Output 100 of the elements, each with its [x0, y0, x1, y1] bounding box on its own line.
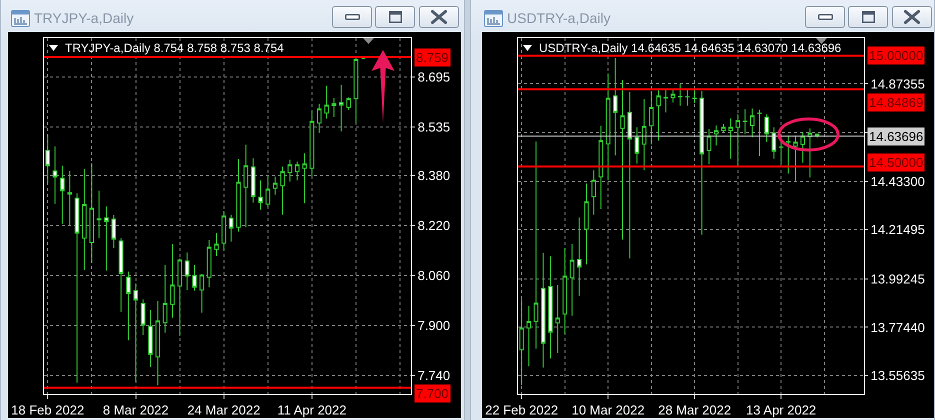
candlestick: [52, 146, 58, 204]
candlestick: [280, 166, 285, 216]
candlestick: [656, 90, 661, 142]
candlestick: [250, 158, 256, 204]
chart-subtitle: USDTRY-a,Daily 14.64635 14.64635 14.63070 14.63696: [539, 41, 842, 55]
candlestick: [692, 89, 697, 104]
candlestick: [736, 114, 740, 166]
candlestick: [360, 56, 366, 60]
candlestick: [288, 159, 292, 182]
candlestick: [649, 90, 654, 145]
candlestick: [800, 132, 805, 164]
y-tick-label: 13.77440: [870, 320, 925, 335]
candlestick: [706, 128, 712, 165]
candlestick: [346, 96, 351, 110]
ref-line-label: 14.84869: [869, 95, 924, 110]
candlestick: [562, 248, 568, 334]
y-tick-label: 7.740: [418, 368, 450, 383]
ref-line-label: 15.00000: [869, 48, 924, 63]
candlestick: [148, 310, 153, 368]
candlestick: [222, 210, 226, 252]
candlestick: [548, 256, 553, 360]
candlestick: [555, 284, 560, 354]
candlestick: [155, 300, 160, 386]
candlestick: [534, 140, 538, 350]
x-tick-label: 13 Apr 2022: [746, 402, 816, 418]
candlestick: [591, 170, 596, 216]
x-tick-label: 8 Mar 2022: [102, 402, 169, 418]
candlestick: [244, 144, 248, 228]
candlestick: [808, 128, 812, 178]
candlestick: [302, 152, 307, 204]
candlestick: [519, 298, 524, 386]
candlestick: [786, 134, 791, 174]
x-tick-label: 10 Mar 2022: [572, 402, 645, 418]
candlestick: [118, 238, 124, 312]
candlestick: [620, 80, 625, 240]
candlestick: [192, 264, 197, 292]
chart-subtitle: TRYJPY-a,Daily 8.754 8.758 8.753 8.754: [65, 41, 284, 55]
candlestick: [89, 162, 94, 264]
candlestick: [670, 89, 676, 103]
candlestick: [272, 176, 278, 196]
chart-title: TRYJPY-a,Daily: [34, 9, 134, 27]
y-tick-label: 14.87355: [870, 76, 925, 92]
candlestick: [236, 158, 241, 232]
candlestick: [60, 165, 65, 224]
candlestick: [584, 183, 589, 265]
chart-title: USDTRY-a,Daily: [507, 9, 610, 27]
candlestick: [728, 118, 733, 160]
ref-line-label: 8.759: [416, 50, 449, 65]
candlestick: [757, 109, 762, 157]
candlestick: [742, 108, 748, 134]
candlestick: [664, 89, 668, 113]
candlestick: [772, 126, 776, 160]
x-tick-label: 22 Feb 2022: [485, 402, 558, 418]
candlestick: [678, 83, 682, 106]
candlestick: [228, 214, 234, 242]
candlestick: [266, 175, 270, 208]
candlestick: [714, 125, 718, 146]
y-tick-label: 13.99245: [870, 271, 925, 286]
candlestick: [206, 240, 212, 288]
candlestick: [606, 72, 610, 181]
candlestick: [184, 252, 190, 291]
candlestick: [685, 89, 690, 106]
candlestick: [324, 85, 329, 120]
candlestick: [133, 282, 138, 382]
candlestick: [82, 168, 87, 271]
x-tick-label: 24 Mar 2022: [187, 402, 260, 418]
x-tick-label: 11 Apr 2022: [277, 402, 346, 418]
candlestick: [721, 123, 726, 133]
candlestick: [74, 192, 80, 384]
candlestick: [310, 110, 314, 178]
y-tick-label: 14.43300: [870, 174, 925, 189]
y-tick-label: 8.695: [418, 70, 450, 85]
candlestick: [540, 252, 546, 368]
candlestick: [338, 84, 344, 132]
candlestick: [570, 244, 574, 316]
y-tick-label: 8.380: [418, 168, 450, 183]
candlestick: [126, 271, 131, 341]
candlestick: [750, 108, 755, 138]
candlestick: [104, 206, 109, 272]
candlestick: [642, 98, 646, 171]
x-tick-label: 28 Mar 2022: [658, 402, 732, 418]
candlestick: [294, 161, 300, 181]
candlestick: [316, 103, 322, 134]
ref-line-label: 14.63696: [869, 129, 924, 144]
candlestick: [258, 180, 263, 210]
candlestick: [170, 244, 175, 318]
candlestick: [354, 58, 358, 124]
candlestick: [764, 114, 769, 143]
candlestick: [526, 305, 532, 367]
y-tick-label: 8.060: [418, 268, 450, 283]
x-tick-label: 18 Feb 2022: [11, 402, 84, 418]
candlestick: [177, 258, 182, 336]
ref-line-label: 14.50000: [869, 155, 924, 170]
y-tick-label: 8.220: [418, 218, 450, 233]
candlestick: [598, 125, 604, 210]
y-tick-label: 8.535: [418, 120, 450, 135]
candlestick: [214, 232, 219, 256]
candlestick: [200, 274, 204, 314]
candlestick: [627, 91, 632, 259]
candlestick: [700, 90, 704, 236]
